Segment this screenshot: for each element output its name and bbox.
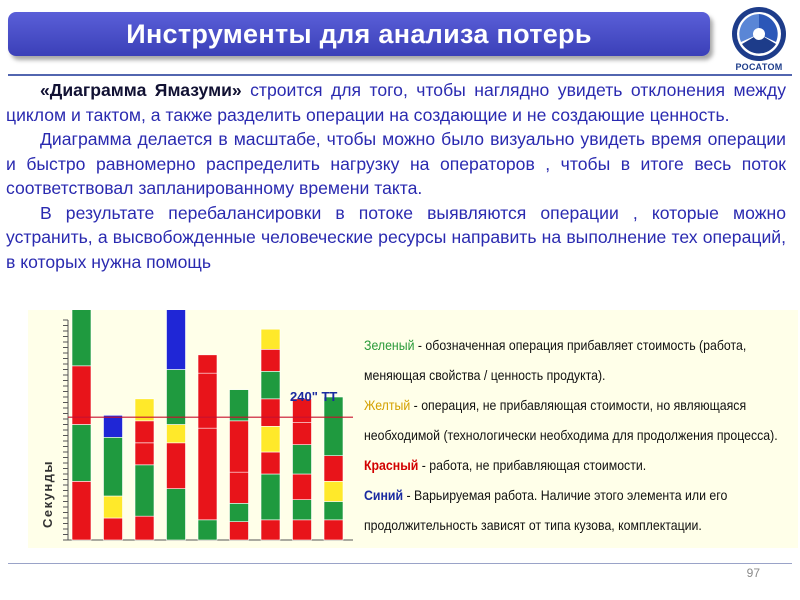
page-number: 97 xyxy=(746,566,760,580)
paragraph-3: В результате перебалансировки в потоке в… xyxy=(6,202,786,272)
yamazumi-figure: Секунды 240" TT Зеленый - обозначенная оп… xyxy=(28,310,798,548)
yamazumi-segment-red xyxy=(134,420,155,444)
yamazumi-segment-green xyxy=(260,371,281,400)
yamazumi-segment-yellow xyxy=(323,481,344,502)
yamazumi-segment-green xyxy=(229,503,249,522)
yamazumi-segment-green xyxy=(229,389,249,422)
yamazumi-segment-green xyxy=(197,519,218,541)
yamazumi-segment-red xyxy=(197,372,218,429)
color-legend: Зеленый - обозначенная операция прибавля… xyxy=(364,330,786,540)
yamazumi-segment-red xyxy=(103,517,123,541)
yamazumi-segment-red xyxy=(260,398,281,427)
legend-red-text: - работа, не прибавляющая стоимости. xyxy=(418,457,647,473)
yamazumi-segment-green xyxy=(71,310,92,367)
yamazumi-segment-yellow xyxy=(260,328,281,350)
yamazumi-segment-red xyxy=(134,442,155,466)
yamazumi-segment-green xyxy=(323,501,344,521)
yamazumi-segment-red xyxy=(71,481,92,541)
legend-yellow: Желтый - операция, не прибавляющая стоим… xyxy=(364,390,786,450)
legend-red: Красный - работа, не прибавляющая стоимо… xyxy=(364,450,786,480)
yamazumi-segment-red xyxy=(197,427,218,521)
yamazumi-segment-yellow xyxy=(166,424,186,444)
logo-label: РОСАТОМ xyxy=(735,62,783,72)
paragraph-1: «Диаграмма Ямазуми» строится для того, ч… xyxy=(6,78,786,127)
yamazumi-segment-red xyxy=(229,420,249,473)
yamazumi-segment-green xyxy=(166,488,186,541)
yamazumi-segment-red xyxy=(166,442,186,489)
yamazumi-segment-red xyxy=(292,519,312,541)
yamazumi-segment-green xyxy=(71,424,92,482)
yamazumi-segment-green xyxy=(292,499,312,521)
yamazumi-segment-red xyxy=(323,519,344,541)
yamazumi-segment-green xyxy=(292,444,312,475)
legend-yellow-word: Желтый xyxy=(364,397,411,413)
yamazumi-segment-blue xyxy=(103,415,123,438)
legend-green-text: - обозначенная операция прибавляет стоим… xyxy=(364,337,747,383)
term-yamazumi: «Диаграмма Ямазуми» xyxy=(40,80,242,100)
yamazumi-segment-red xyxy=(292,422,312,445)
yamazumi-segment-red xyxy=(197,354,218,374)
legend-blue-text: - Варьируемая работа. Наличие этого элем… xyxy=(364,487,728,533)
yamazumi-segment-yellow xyxy=(260,426,281,453)
paragraph-1-text: строится для того, чтобы наглядно увидет… xyxy=(6,80,786,125)
legend-green-word: Зеленый xyxy=(364,337,415,353)
yamazumi-segment-red xyxy=(323,455,344,482)
yamazumi-segment-red xyxy=(260,451,281,475)
yamazumi-segment-red xyxy=(292,473,312,500)
footer-divider xyxy=(8,563,792,564)
yamazumi-segment-green xyxy=(103,437,123,497)
yamazumi-segment-yellow xyxy=(103,495,123,519)
yamazumi-segment-green xyxy=(323,396,344,456)
legend-red-word: Красный xyxy=(364,457,419,473)
yamazumi-segment-yellow xyxy=(134,398,155,422)
yamazumi-segment-red xyxy=(71,365,92,425)
body-text: «Диаграмма Ямазуми» строится для того, ч… xyxy=(6,78,786,274)
legend-blue: Синий - Варьируемая работа. Наличие этог… xyxy=(364,480,786,540)
yamazumi-segment-green xyxy=(260,473,281,521)
header-divider xyxy=(8,74,792,76)
yamazumi-segment-red xyxy=(229,471,249,504)
rosatom-logo-icon xyxy=(732,7,786,61)
legend-yellow-text: - операция, не прибавляющая стоимости, н… xyxy=(364,397,778,443)
legend-blue-word: Синий xyxy=(364,487,404,503)
yamazumi-segment-red xyxy=(260,519,281,541)
yamazumi-segment-red xyxy=(229,521,249,541)
yamazumi-chart: Секунды 240" TT xyxy=(40,310,353,541)
yamazumi-segment-green xyxy=(166,369,186,425)
paragraph-2: Диаграмма делается в масштабе, чтобы мож… xyxy=(6,129,786,198)
yamazumi-segment-blue xyxy=(166,310,186,370)
slide-title: Инструменты для анализа потерь xyxy=(8,12,710,56)
y-axis-label: Секунды xyxy=(40,460,55,528)
takt-label: 240" TT xyxy=(290,389,337,404)
yamazumi-segment-red xyxy=(134,515,155,541)
yamazumi-segment-green xyxy=(134,464,155,517)
yamazumi-segment-red xyxy=(260,349,281,372)
legend-green: Зеленый - обозначенная операция прибавля… xyxy=(364,330,786,390)
